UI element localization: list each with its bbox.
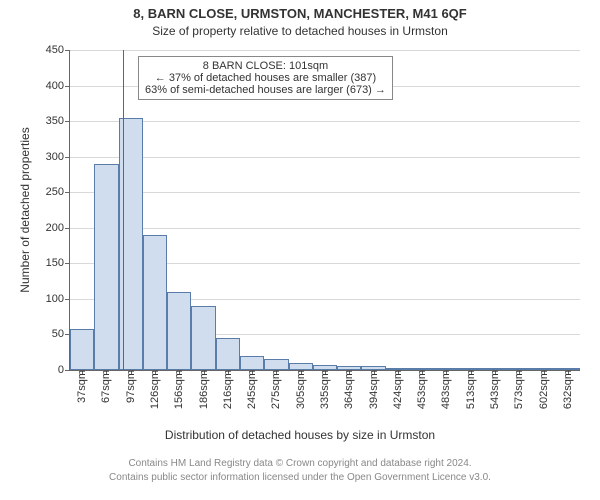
y-tick-mark (65, 121, 70, 122)
x-tick-label: 275sqm (270, 370, 282, 409)
x-tick-label: 305sqm (295, 370, 307, 409)
x-tick-label: 245sqm (246, 370, 258, 409)
histogram-bar (70, 329, 94, 370)
annotation-box: 8 BARN CLOSE: 101sqm ← 37% of detached h… (138, 56, 393, 100)
y-tick-mark (65, 86, 70, 87)
plot-area: 05010015020025030035040045037sqm67sqm97s… (69, 50, 580, 371)
chart-subtitle: Size of property relative to detached ho… (0, 24, 600, 38)
x-tick-label: 67sqm (100, 370, 112, 403)
histogram-bar (216, 338, 240, 370)
x-tick-label: 483sqm (440, 370, 452, 409)
y-tick-mark (65, 263, 70, 264)
x-tick-label: 453sqm (416, 370, 428, 409)
histogram-bar (143, 235, 167, 370)
gridline (70, 157, 580, 158)
y-tick-mark (65, 192, 70, 193)
histogram-bar (289, 363, 313, 370)
x-tick-label: 573sqm (513, 370, 525, 409)
y-tick-label: 450 (46, 44, 64, 56)
x-tick-label: 156sqm (173, 370, 185, 409)
x-tick-label: 364sqm (343, 370, 355, 409)
histogram-bar (264, 359, 288, 370)
x-tick-label: 216sqm (222, 370, 234, 409)
annotation-line-1: 8 BARN CLOSE: 101sqm (145, 60, 386, 72)
y-tick-label: 50 (52, 328, 64, 340)
y-tick-label: 250 (46, 186, 64, 198)
histogram-bar (191, 306, 215, 370)
y-tick-mark (65, 157, 70, 158)
y-tick-label: 150 (46, 257, 64, 269)
x-tick-label: 37sqm (76, 370, 88, 403)
y-tick-label: 400 (46, 80, 64, 92)
property-marker-line (123, 50, 124, 370)
x-tick-label: 186sqm (198, 370, 210, 409)
y-tick-mark (65, 50, 70, 51)
y-tick-label: 350 (46, 115, 64, 127)
x-tick-label: 126sqm (149, 370, 161, 409)
y-tick-label: 300 (46, 151, 64, 163)
x-tick-label: 424sqm (392, 370, 404, 409)
x-tick-label: 543sqm (489, 370, 501, 409)
histogram-bar (94, 164, 118, 370)
x-tick-label: 335sqm (319, 370, 331, 409)
footer-line-2: Contains public sector information licen… (0, 472, 600, 483)
gridline (70, 192, 580, 193)
footer-line-1: Contains HM Land Registry data © Crown c… (0, 458, 600, 469)
y-tick-mark (65, 228, 70, 229)
x-tick-label: 602sqm (538, 370, 550, 409)
gridline (70, 121, 580, 122)
x-tick-label: 513sqm (465, 370, 477, 409)
y-tick-label: 100 (46, 293, 64, 305)
chart-title: 8, BARN CLOSE, URMSTON, MANCHESTER, M41 … (0, 6, 600, 21)
y-axis-label: Number of detached properties (18, 50, 32, 370)
y-tick-mark (65, 370, 70, 371)
x-tick-label: 97sqm (125, 370, 137, 403)
y-tick-mark (65, 299, 70, 300)
x-tick-label: 394sqm (368, 370, 380, 409)
annotation-line-2: ← 37% of detached houses are smaller (38… (145, 72, 386, 84)
chart-container: 8, BARN CLOSE, URMSTON, MANCHESTER, M41 … (0, 0, 600, 500)
gridline (70, 228, 580, 229)
gridline (70, 50, 580, 51)
x-tick-label: 632sqm (562, 370, 574, 409)
annotation-line-3: 63% of semi-detached houses are larger (… (145, 84, 386, 96)
x-axis-label: Distribution of detached houses by size … (0, 428, 600, 442)
y-tick-label: 0 (58, 364, 64, 376)
histogram-bar (167, 292, 191, 370)
histogram-bar (240, 356, 264, 370)
y-tick-label: 200 (46, 222, 64, 234)
